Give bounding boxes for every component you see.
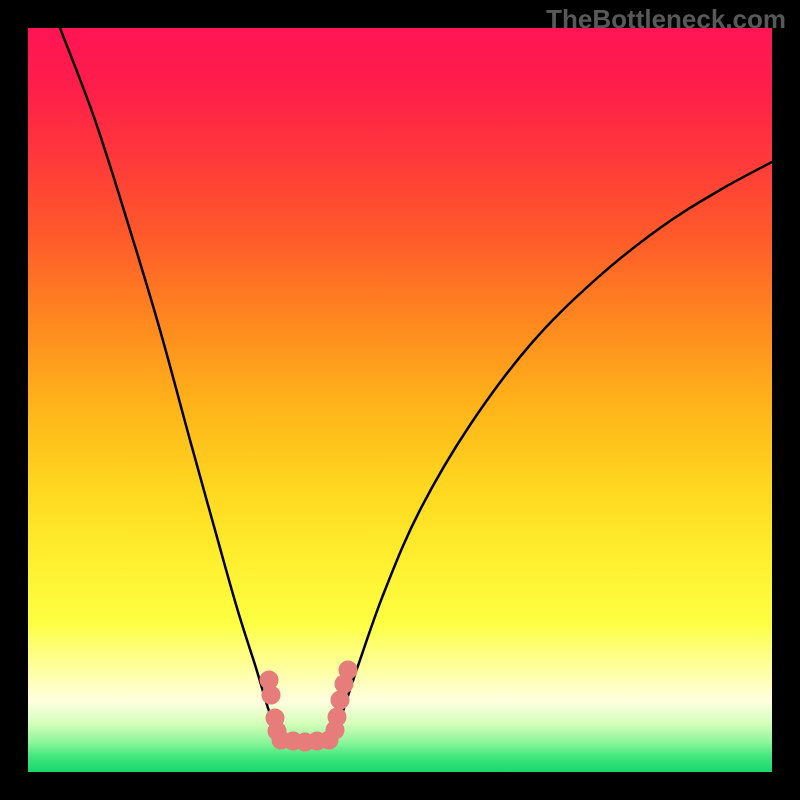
marker-left-1	[262, 686, 280, 704]
marker-right-1	[328, 708, 346, 726]
plot-area	[28, 28, 772, 772]
watermark-text: TheBottleneck.com	[546, 4, 786, 35]
marker-right-2	[331, 691, 349, 709]
plot-svg	[28, 28, 772, 772]
gradient-background	[28, 28, 772, 772]
marker-right-4	[339, 661, 357, 679]
chart-frame: TheBottleneck.com	[0, 0, 800, 800]
